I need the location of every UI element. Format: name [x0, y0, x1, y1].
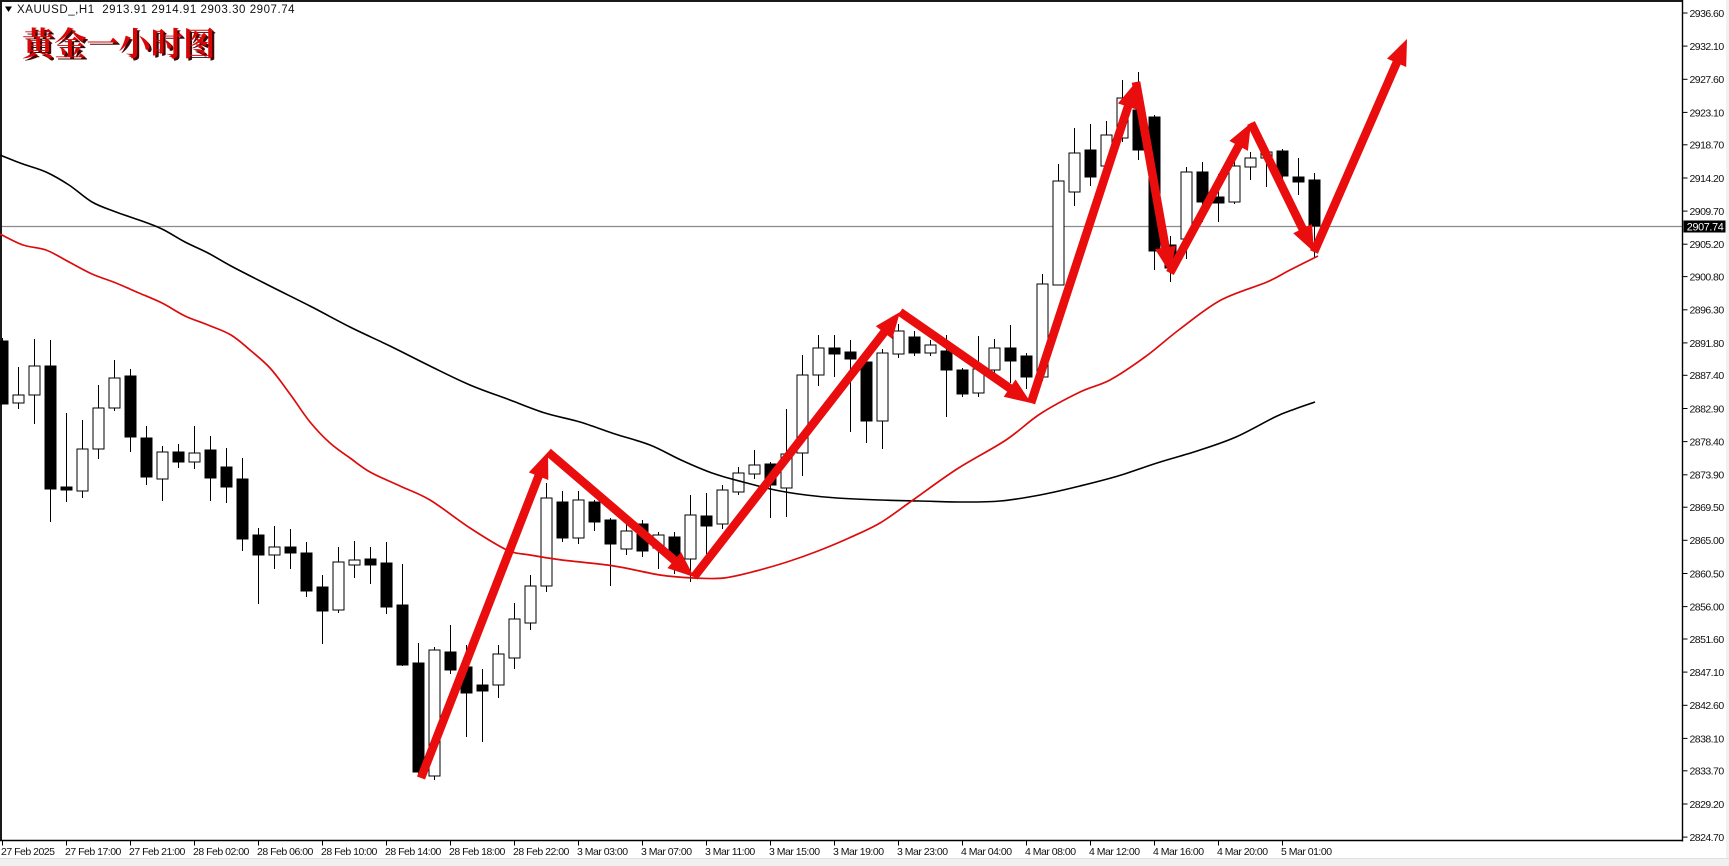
- svg-text:3 Mar 19:00: 3 Mar 19:00: [833, 846, 884, 858]
- svg-text:2932.10: 2932.10: [1690, 41, 1725, 53]
- svg-text:27 Feb 2025: 27 Feb 2025: [1, 846, 55, 858]
- svg-text:4 Mar 08:00: 4 Mar 08:00: [1025, 846, 1076, 858]
- svg-text:2905.20: 2905.20: [1690, 239, 1725, 251]
- svg-text:2833.70: 2833.70: [1690, 766, 1725, 778]
- svg-text:2856.00: 2856.00: [1690, 602, 1725, 614]
- svg-text:27 Feb 17:00: 27 Feb 17:00: [65, 846, 122, 858]
- svg-text:3 Mar 03:00: 3 Mar 03:00: [577, 846, 628, 858]
- svg-text:2860.50: 2860.50: [1690, 568, 1725, 580]
- svg-text:2882.90: 2882.90: [1690, 403, 1725, 415]
- svg-text:28 Feb 14:00: 28 Feb 14:00: [385, 846, 442, 858]
- svg-text:2847.10: 2847.10: [1690, 667, 1725, 679]
- svg-text:28 Feb 18:00: 28 Feb 18:00: [449, 846, 506, 858]
- svg-text:2878.40: 2878.40: [1690, 437, 1725, 449]
- svg-text:28 Feb 10:00: 28 Feb 10:00: [321, 846, 378, 858]
- svg-text:2927.60: 2927.60: [1690, 74, 1725, 86]
- svg-text:3 Mar 15:00: 3 Mar 15:00: [769, 846, 820, 858]
- svg-text:28 Feb 22:00: 28 Feb 22:00: [513, 846, 570, 858]
- svg-text:2865.00: 2865.00: [1690, 535, 1725, 547]
- svg-text:2909.70: 2909.70: [1690, 206, 1725, 218]
- svg-text:2914.20: 2914.20: [1690, 173, 1725, 185]
- svg-text:2869.50: 2869.50: [1690, 502, 1725, 514]
- svg-text:4 Mar 20:00: 4 Mar 20:00: [1217, 846, 1268, 858]
- svg-text:3 Mar 07:00: 3 Mar 07:00: [641, 846, 692, 858]
- svg-text:4 Mar 16:00: 4 Mar 16:00: [1153, 846, 1204, 858]
- svg-text:2918.70: 2918.70: [1690, 140, 1725, 152]
- svg-text:XAUUSD_,H1 2913.91 2914.91 29: XAUUSD_,H1 2913.91 2914.91 2903.30 2907.…: [17, 4, 295, 16]
- svg-text:2887.40: 2887.40: [1690, 370, 1725, 382]
- svg-text:2873.90: 2873.90: [1690, 470, 1725, 482]
- svg-text:2838.10: 2838.10: [1690, 733, 1725, 745]
- svg-text:4 Mar 12:00: 4 Mar 12:00: [1089, 846, 1140, 858]
- svg-text:2851.60: 2851.60: [1690, 634, 1725, 646]
- svg-text:3 Mar 11:00: 3 Mar 11:00: [705, 846, 755, 858]
- svg-text:5 Mar 01:00: 5 Mar 01:00: [1281, 846, 1332, 858]
- svg-text:2900.80: 2900.80: [1690, 272, 1725, 284]
- svg-text:28 Feb 06:00: 28 Feb 06:00: [257, 846, 314, 858]
- svg-text:2907.74: 2907.74: [1687, 222, 1724, 234]
- svg-text:2842.60: 2842.60: [1690, 700, 1725, 712]
- svg-text:2824.70: 2824.70: [1690, 832, 1725, 844]
- svg-text:2936.60: 2936.60: [1690, 8, 1725, 20]
- svg-text:3 Mar 23:00: 3 Mar 23:00: [897, 846, 948, 858]
- svg-text:2829.20: 2829.20: [1690, 799, 1725, 811]
- svg-text:27 Feb 21:00: 27 Feb 21:00: [129, 846, 186, 858]
- svg-text:2923.10: 2923.10: [1690, 107, 1725, 119]
- svg-text:28 Feb 02:00: 28 Feb 02:00: [193, 846, 250, 858]
- svg-text:2891.80: 2891.80: [1690, 338, 1725, 350]
- svg-text:4 Mar 04:00: 4 Mar 04:00: [961, 846, 1012, 858]
- svg-text:2896.30: 2896.30: [1690, 305, 1725, 317]
